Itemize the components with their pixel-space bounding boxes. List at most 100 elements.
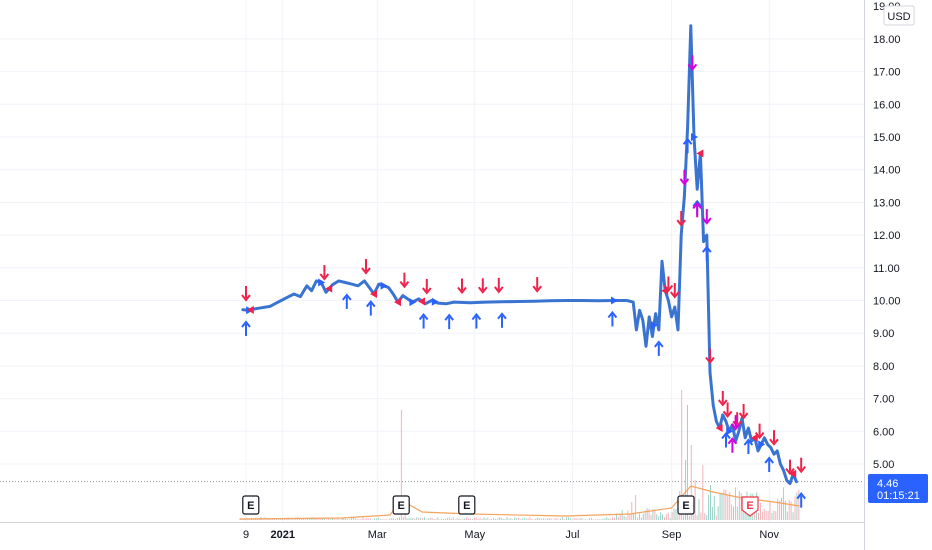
volume-bar xyxy=(516,518,518,520)
volume-bar xyxy=(410,518,412,520)
arrow-head xyxy=(670,291,680,299)
volume-bar xyxy=(324,518,326,520)
volume-bar xyxy=(727,495,729,520)
volume-bar xyxy=(719,493,721,520)
volume-bar xyxy=(763,508,765,520)
volume-bar xyxy=(462,519,464,520)
volume-bar xyxy=(431,517,433,520)
volume-bar xyxy=(723,489,725,520)
volume-bar xyxy=(736,506,738,520)
trade-signal-layer xyxy=(241,55,806,508)
earnings-label: E xyxy=(746,500,753,512)
volume-bar xyxy=(589,518,591,520)
volume-bar xyxy=(518,517,519,520)
volume-bar xyxy=(427,518,429,520)
volume-bar xyxy=(504,519,506,520)
volume-bar xyxy=(352,517,354,520)
volume-bar xyxy=(468,518,470,520)
volume-bar xyxy=(400,410,402,520)
volume-bar xyxy=(698,499,700,520)
earnings-badge xyxy=(392,495,410,515)
volume-bar xyxy=(598,519,600,520)
volume-bar xyxy=(389,518,391,520)
volume-bar xyxy=(577,518,579,520)
arrow-head xyxy=(361,267,371,275)
earnings-marker[interactable]: E xyxy=(741,496,759,517)
volume-bar xyxy=(519,519,521,520)
volume-bar xyxy=(304,518,306,520)
arrow-head xyxy=(418,312,429,321)
volume-bar xyxy=(491,519,493,520)
volume-bar xyxy=(408,517,410,520)
arrow-head xyxy=(422,287,432,295)
volume-bar xyxy=(569,518,571,520)
volume-bar xyxy=(510,518,512,520)
volume-bar xyxy=(779,500,781,520)
earnings-marker[interactable]: E xyxy=(242,495,260,515)
volume-bar xyxy=(245,519,247,520)
volume-bar xyxy=(445,518,447,520)
volume-bar xyxy=(554,518,556,520)
volume-bar xyxy=(725,490,727,520)
volume-bar xyxy=(571,519,573,520)
volume-bar xyxy=(327,518,329,520)
volume-bar xyxy=(652,508,654,520)
volume-bar xyxy=(485,518,487,520)
volume-bar xyxy=(556,517,558,520)
volume-bar xyxy=(694,480,696,520)
volume-bar xyxy=(350,518,352,520)
volume-bar xyxy=(448,517,450,520)
buy-arrow-icon xyxy=(241,320,251,336)
volume-bar xyxy=(742,505,744,520)
volume-bar xyxy=(446,518,448,520)
earnings-marker[interactable]: E xyxy=(677,495,695,515)
volume-bar xyxy=(681,390,683,520)
volume-bar xyxy=(443,518,445,520)
volume-bar xyxy=(521,518,523,520)
entry-triangle-icon xyxy=(758,440,766,449)
arrow-head xyxy=(743,438,754,446)
volume-bar xyxy=(525,518,527,520)
price-axis-background xyxy=(865,0,932,550)
volume-bar xyxy=(450,518,452,520)
volume-bar xyxy=(660,512,662,520)
volume-bar xyxy=(347,519,349,520)
volume-bar xyxy=(587,519,589,520)
volume-bar xyxy=(638,513,640,520)
volume-bar xyxy=(769,501,771,520)
volume-bar xyxy=(395,519,397,520)
entry-triangle-icon xyxy=(691,133,698,141)
volume-bar xyxy=(316,518,318,520)
y-tick-label: 15.00 xyxy=(873,132,901,144)
volume-bar xyxy=(640,517,642,520)
arrow-head xyxy=(682,137,693,145)
volume-bar xyxy=(786,511,788,520)
arrow-head xyxy=(754,432,765,440)
volume-bar xyxy=(658,516,660,520)
volume-bar xyxy=(383,519,385,520)
currency-badge[interactable] xyxy=(883,5,915,26)
volume-bar xyxy=(625,516,627,520)
earnings-marker[interactable]: E xyxy=(458,495,476,515)
volume-bar xyxy=(581,517,583,520)
x-tick-label: Mar xyxy=(368,529,387,541)
volume-bar xyxy=(539,518,541,520)
sell-arrow-icon xyxy=(494,277,504,294)
volume-bar xyxy=(675,508,677,520)
arrow-head xyxy=(319,273,330,281)
arrow-head xyxy=(727,437,738,445)
exit-triangle-icon xyxy=(246,305,254,314)
volume-bar xyxy=(329,519,331,520)
arrow-head xyxy=(654,340,664,348)
y-tick-label: 11.00 xyxy=(873,263,900,275)
volume-bar xyxy=(498,517,500,520)
sell-arrow-icon xyxy=(319,265,330,281)
earnings-marker[interactable]: E xyxy=(392,495,410,515)
y-tick-label: 6.00 xyxy=(873,426,894,438)
volume-bar xyxy=(356,518,358,520)
volume-bar xyxy=(416,517,418,520)
sell-arrow-icon xyxy=(754,423,765,440)
arrow-head xyxy=(444,313,454,321)
arrow-head xyxy=(532,285,542,293)
